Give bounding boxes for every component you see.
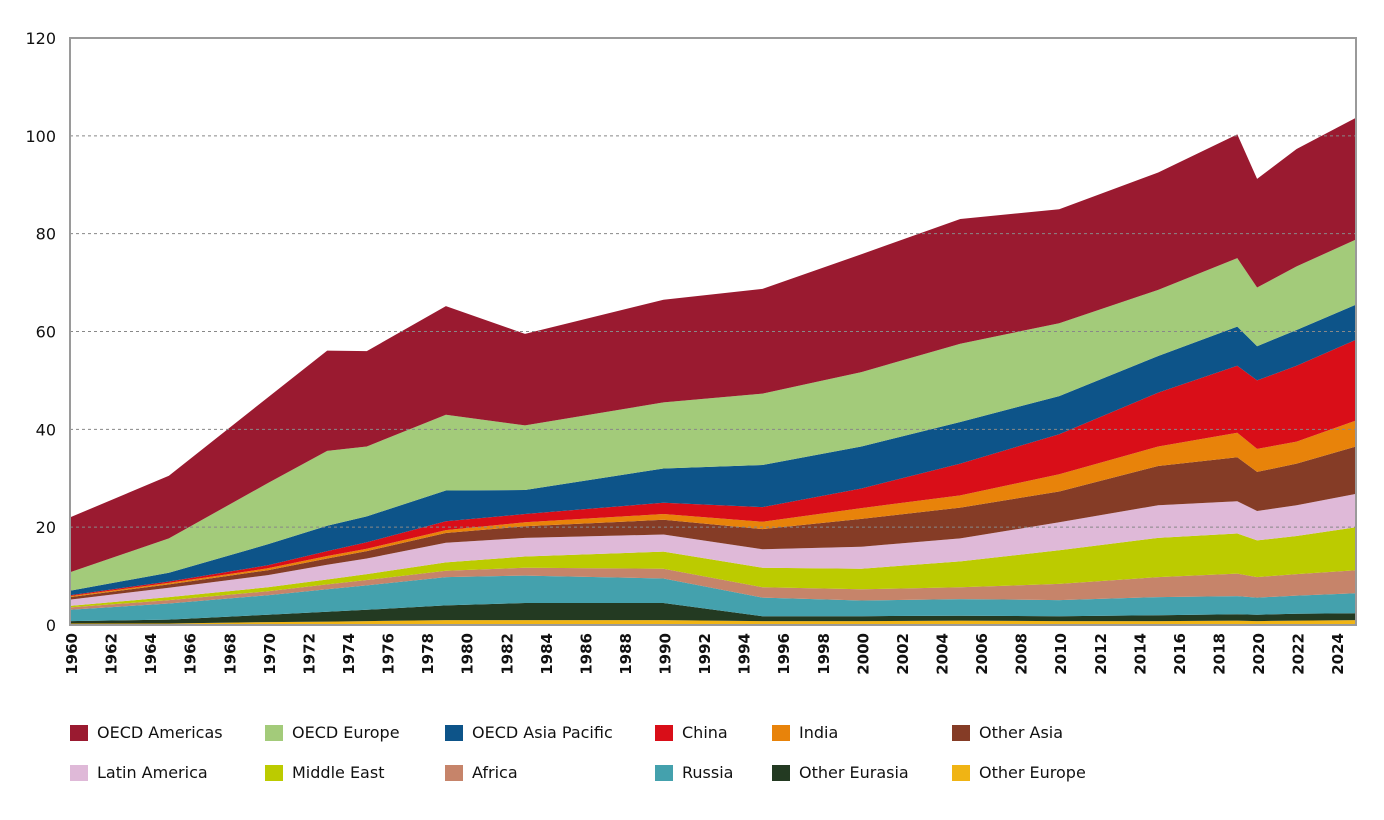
x-tick-label: 1962 [103, 633, 121, 675]
y-axis: 0 20 40 60 80 100 120 [25, 29, 56, 635]
y-tick-label: 20 [36, 518, 56, 537]
area-latin-america [70, 493, 1356, 606]
x-tick-label: 1996 [775, 633, 793, 675]
x-tick-label: 1982 [498, 633, 516, 675]
x-tick-label: 1998 [815, 633, 833, 675]
x-tick-label: 2000 [854, 633, 872, 675]
x-axis: 1960 1962 1964 1966 1968 1970 1972 1974 1976 1978… [63, 633, 1347, 675]
area-middle-east [70, 527, 1356, 608]
x-tick-label: 1984 [538, 633, 556, 675]
x-tick-label: 1986 [577, 633, 595, 675]
x-tick-label: 1980 [459, 633, 477, 675]
y-tick-label: 60 [36, 323, 56, 342]
area-other-asia [70, 446, 1356, 600]
x-tick-label: 2012 [1092, 633, 1110, 675]
area-oecd-americas [70, 117, 1356, 573]
area-india [70, 420, 1356, 598]
x-tick-label: 1988 [617, 633, 635, 675]
x-tick-label: 2002 [894, 633, 912, 675]
x-tick-label: 1990 [657, 633, 675, 675]
x-tick-label: 2014 [1131, 633, 1149, 675]
x-tick-label: 1970 [261, 633, 279, 675]
x-tick-label: 1974 [340, 633, 358, 675]
area-other-europe [70, 620, 1356, 625]
plot-frame [69, 37, 1357, 626]
y-tick-label: 120 [25, 29, 56, 48]
area-other-eurasia [70, 603, 1356, 624]
x-tick-label: 1978 [419, 633, 437, 675]
x-tick-label: 2016 [1171, 633, 1189, 675]
area-oecd-europe [70, 239, 1356, 591]
x-tick-label: 2006 [973, 633, 991, 675]
x-tick-label: 1966 [182, 633, 200, 675]
x-tick-label: 1994 [736, 633, 754, 675]
x-tick-label: 2004 [934, 633, 952, 675]
x-tick-label: 2010 [1052, 633, 1070, 675]
x-tick-label: 1972 [300, 633, 318, 675]
x-tick-label: 2020 [1250, 633, 1268, 675]
x-tick-label: 1968 [221, 633, 239, 675]
area-africa [70, 567, 1356, 610]
y-tick-label: 40 [36, 420, 56, 439]
x-tick-label: 1976 [380, 633, 398, 675]
area-layers [70, 117, 1356, 625]
x-tick-label: 2024 [1329, 633, 1347, 675]
area-russia [70, 575, 1356, 622]
gridlines [70, 135, 1356, 528]
x-tick-label: 2008 [1013, 633, 1031, 675]
area-oecd-asia-pacific [70, 304, 1356, 596]
x-tick-label: 1964 [142, 633, 160, 675]
x-tick-label: 1992 [696, 633, 714, 675]
x-tick-label: 1960 [63, 633, 81, 675]
x-tick-label: 2018 [1211, 633, 1229, 675]
y-tick-label: 80 [36, 225, 56, 244]
x-tick-label: 2022 [1290, 633, 1308, 675]
y-tick-label: 0 [46, 616, 56, 635]
y-tick-label: 100 [25, 127, 56, 146]
